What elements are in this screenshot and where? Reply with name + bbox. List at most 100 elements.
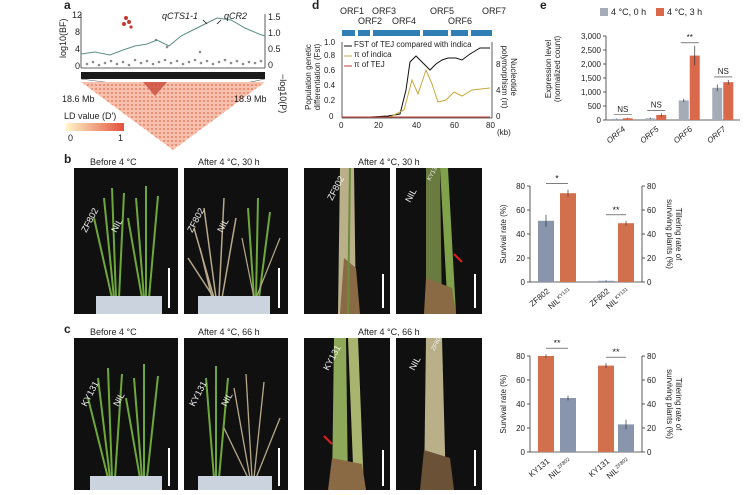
d-right-tick-0: 0 <box>496 112 501 121</box>
c-x-label-sub: ZF802 <box>614 456 629 470</box>
b-x-label: NILKY131 <box>546 286 573 311</box>
c-photo-stem-nil: NIL ZF802 <box>396 338 482 490</box>
orf6-label: ORF6 <box>448 16 473 26</box>
d-left-tick-0-4: 0.4 <box>324 81 336 90</box>
b-left-tick-label: 40 <box>516 230 525 239</box>
e-legend-0h: 4 °C, 0 h <box>611 7 647 17</box>
e-x-tick-label: ORF7 <box>705 124 728 145</box>
ld-max: 1 <box>118 133 124 143</box>
orf1-label: ORF1 <box>340 6 365 16</box>
gene-label-qcr2: qCR2 <box>224 11 248 21</box>
c-left-tick-label: 0 <box>521 448 526 457</box>
c-left-tick-label: 40 <box>516 400 525 409</box>
panel-b-chart: 0 0 20 20 40 40 60 60 80 80 Survival rate (%) Tille… <box>499 174 683 312</box>
e-x-tick-label: ORF6 <box>672 124 695 145</box>
b-x-label: NILKY131 <box>604 286 631 311</box>
d-legend-pi-indica: π of indica <box>354 50 392 59</box>
b-left-tick-label: 0 <box>521 278 526 287</box>
b-photo3-caption: After 4 °C, 30 h <box>358 157 420 167</box>
ld-min: 0 <box>68 133 74 143</box>
e-y-tick-label: 1,000 <box>581 88 602 97</box>
c-bar <box>560 398 576 452</box>
b-photo-after: ZF802 NIL <box>184 168 288 314</box>
e-y-tick-label: 2,500 <box>581 46 602 55</box>
panel-d-figure <box>341 30 493 119</box>
b-left-tick-label: 60 <box>516 206 525 215</box>
c-left-tick-label: 60 <box>516 376 525 385</box>
e-bar <box>611 118 622 120</box>
d-right-tick-8: 8 <box>496 60 501 69</box>
peak-snps <box>122 16 133 29</box>
d-left-tick-0-6: 0.6 <box>324 66 336 75</box>
b-photo1-caption: Before 4 °C <box>90 157 137 167</box>
e-bar <box>656 114 667 120</box>
b-right-tick-label: 60 <box>647 206 656 215</box>
b-right-tick-label: 40 <box>647 230 656 239</box>
e-x-tick-label: ORF4 <box>605 124 628 145</box>
fst-line <box>342 47 490 118</box>
e-y-tick-label: 2,000 <box>581 60 602 69</box>
c-right-axis-label-line2: surviving plants (%) <box>665 369 674 439</box>
e-y-tick-label: 0 <box>597 116 602 125</box>
c-significance: ** <box>553 340 561 348</box>
c-left-tick-label: 80 <box>516 352 525 361</box>
panel-d-label: d <box>312 0 320 12</box>
b-right-axis-label-line1: Tillering rate of <box>674 208 683 261</box>
c-x-label: NILZF802 <box>605 456 632 480</box>
a-right-tick-1-0: 1.0 <box>268 28 281 38</box>
d-x-unit: (kb) <box>497 128 511 137</box>
d-left-tick-0-8: 0.8 <box>324 51 336 60</box>
d-right-tick-4: 4 <box>496 86 501 95</box>
a-left-tick-4: 4 <box>75 44 81 54</box>
bf-scatter <box>85 38 263 67</box>
b-significance: * <box>555 174 559 184</box>
a-left-tick-0: 0 <box>75 61 81 71</box>
orf2-label: ORF2 <box>358 16 383 26</box>
d-right-axis-label: Nucleotide polymorphism (π) <box>500 45 518 109</box>
c-right-tick-label: 20 <box>647 424 656 433</box>
b-bar <box>538 220 554 282</box>
panel-e-chart: 0 500 1,000 1,500 2,000 2,500 3,000 NS ORF4 NS ORF… <box>581 32 740 145</box>
b-left-tick-label: 80 <box>516 182 525 191</box>
pi-indica-line <box>342 68 491 118</box>
panel-c-chart: 0 0 20 20 40 40 60 60 80 80 Survival rate (%) Tille… <box>499 340 683 481</box>
b-photo-stem-nil: NIL KY131 <box>396 168 482 314</box>
pvalue-line <box>80 17 266 56</box>
c-photo1-caption: Before 4 °C <box>90 327 137 337</box>
c-x-label: NILZF802 <box>547 456 574 480</box>
c-bar <box>618 424 634 452</box>
e-significance: NS <box>651 100 662 109</box>
d-left-tick-0: 0 <box>329 112 334 121</box>
a-right-tick-0-5: 0.5 <box>268 44 281 54</box>
d-x-tick-60: 60 <box>450 121 459 130</box>
c-bar <box>538 356 554 452</box>
b-right-axis-label: Tillering rate ofsurviving plants (%) <box>665 199 683 269</box>
b-right-tick-label: 0 <box>647 278 652 287</box>
ld-legend-title: LD value (D′) <box>64 111 117 121</box>
b-left-axis-label: Survival rate (%) <box>499 204 508 263</box>
e-y-tick-label: 3,000 <box>581 32 602 41</box>
orf-track <box>342 30 492 36</box>
b-photo2-caption: After 4 °C, 30 h <box>198 157 260 167</box>
c-photo-before: KY131 NIL <box>74 338 178 490</box>
e-significance: ** <box>687 33 693 42</box>
e-x-tick-label: ORF5 <box>638 124 661 145</box>
d-x-tick-40: 40 <box>412 121 421 130</box>
panel-c-label: c <box>64 322 71 336</box>
a-right-axis-label: −log10(P) <box>278 74 288 114</box>
e-bar <box>622 118 633 120</box>
c-significance: ** <box>612 347 620 357</box>
a-position-left: 18.6 Mb <box>62 94 95 104</box>
c-right-tick-label: 80 <box>647 352 656 361</box>
e-bar <box>689 55 700 120</box>
c-photo2-caption: After 4 °C, 66 h <box>198 327 260 337</box>
c-photo-after: KY131 NIL <box>184 338 288 490</box>
b-right-tick-label: 80 <box>647 182 656 191</box>
c-right-tick-label: 40 <box>647 400 656 409</box>
d-left-tick-0-2: 0.2 <box>324 96 336 105</box>
c-left-tick-label: 20 <box>516 424 525 433</box>
d-x-tick-0: 0 <box>339 121 344 130</box>
orf3-label: ORF3 <box>372 6 397 16</box>
a-left-tick-12: 12 <box>72 10 83 20</box>
panel-b-label: b <box>64 152 72 166</box>
